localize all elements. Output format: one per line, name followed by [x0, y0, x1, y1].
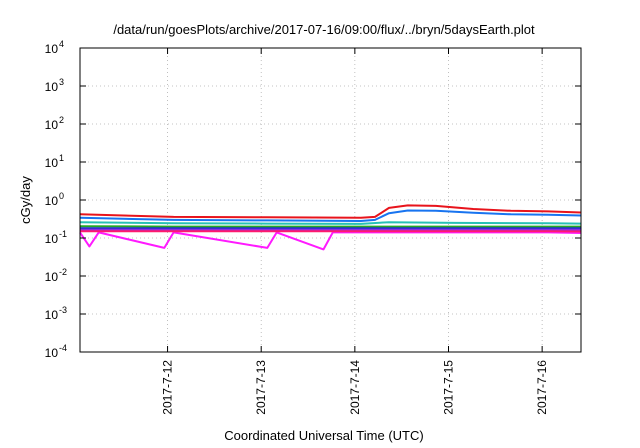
x-tick-label: 2017-7-15 [441, 360, 455, 415]
y-tick-label: 10 [45, 308, 59, 322]
x-tick-label: 2017-7-14 [348, 360, 362, 415]
grid [80, 48, 581, 352]
y-tick-exponent: -1 [59, 229, 67, 239]
y-tick-exponent: -3 [59, 305, 67, 315]
y-tick-exponent: -2 [59, 267, 67, 277]
x-tick-label: 2017-7-16 [535, 360, 549, 415]
y-tick-label: 10 [45, 232, 59, 246]
y-tick-label: 10 [45, 118, 59, 132]
y-tick-label: 10 [45, 156, 59, 170]
y-tick-label: 10 [45, 194, 59, 208]
x-tick-label: 2017-7-13 [254, 360, 268, 415]
x-axis-label: Coordinated Universal Time (UTC) [224, 428, 423, 443]
y-tick-exponent: 2 [59, 115, 64, 125]
plot-frame [79, 47, 582, 353]
y-axis-label: cGy/day [18, 176, 33, 224]
y-tick-label: 10 [45, 270, 59, 284]
series-line [79, 209, 582, 222]
y-tick-label: 10 [45, 42, 59, 56]
y-tick-exponent: 0 [59, 191, 64, 201]
y-tick-exponent: -4 [59, 343, 67, 353]
y-tick-exponent: 4 [59, 39, 64, 49]
y-tick-label: 10 [45, 346, 59, 360]
series-group [79, 204, 582, 251]
x-tick-label: 2017-7-12 [161, 360, 175, 415]
series-line [79, 204, 582, 219]
series-line [79, 221, 582, 225]
chart-title: /data/run/goesPlots/archive/2017-07-16/0… [113, 22, 535, 37]
x-axis: 2017-7-12 2017-7-13 2017-7-14 2017-7-15 2017… [161, 48, 549, 415]
y-tick-exponent: 1 [59, 153, 64, 163]
y-tick-exponent: 3 [59, 77, 64, 87]
y-tick-label: 10 [45, 80, 59, 94]
series-line [79, 231, 582, 251]
